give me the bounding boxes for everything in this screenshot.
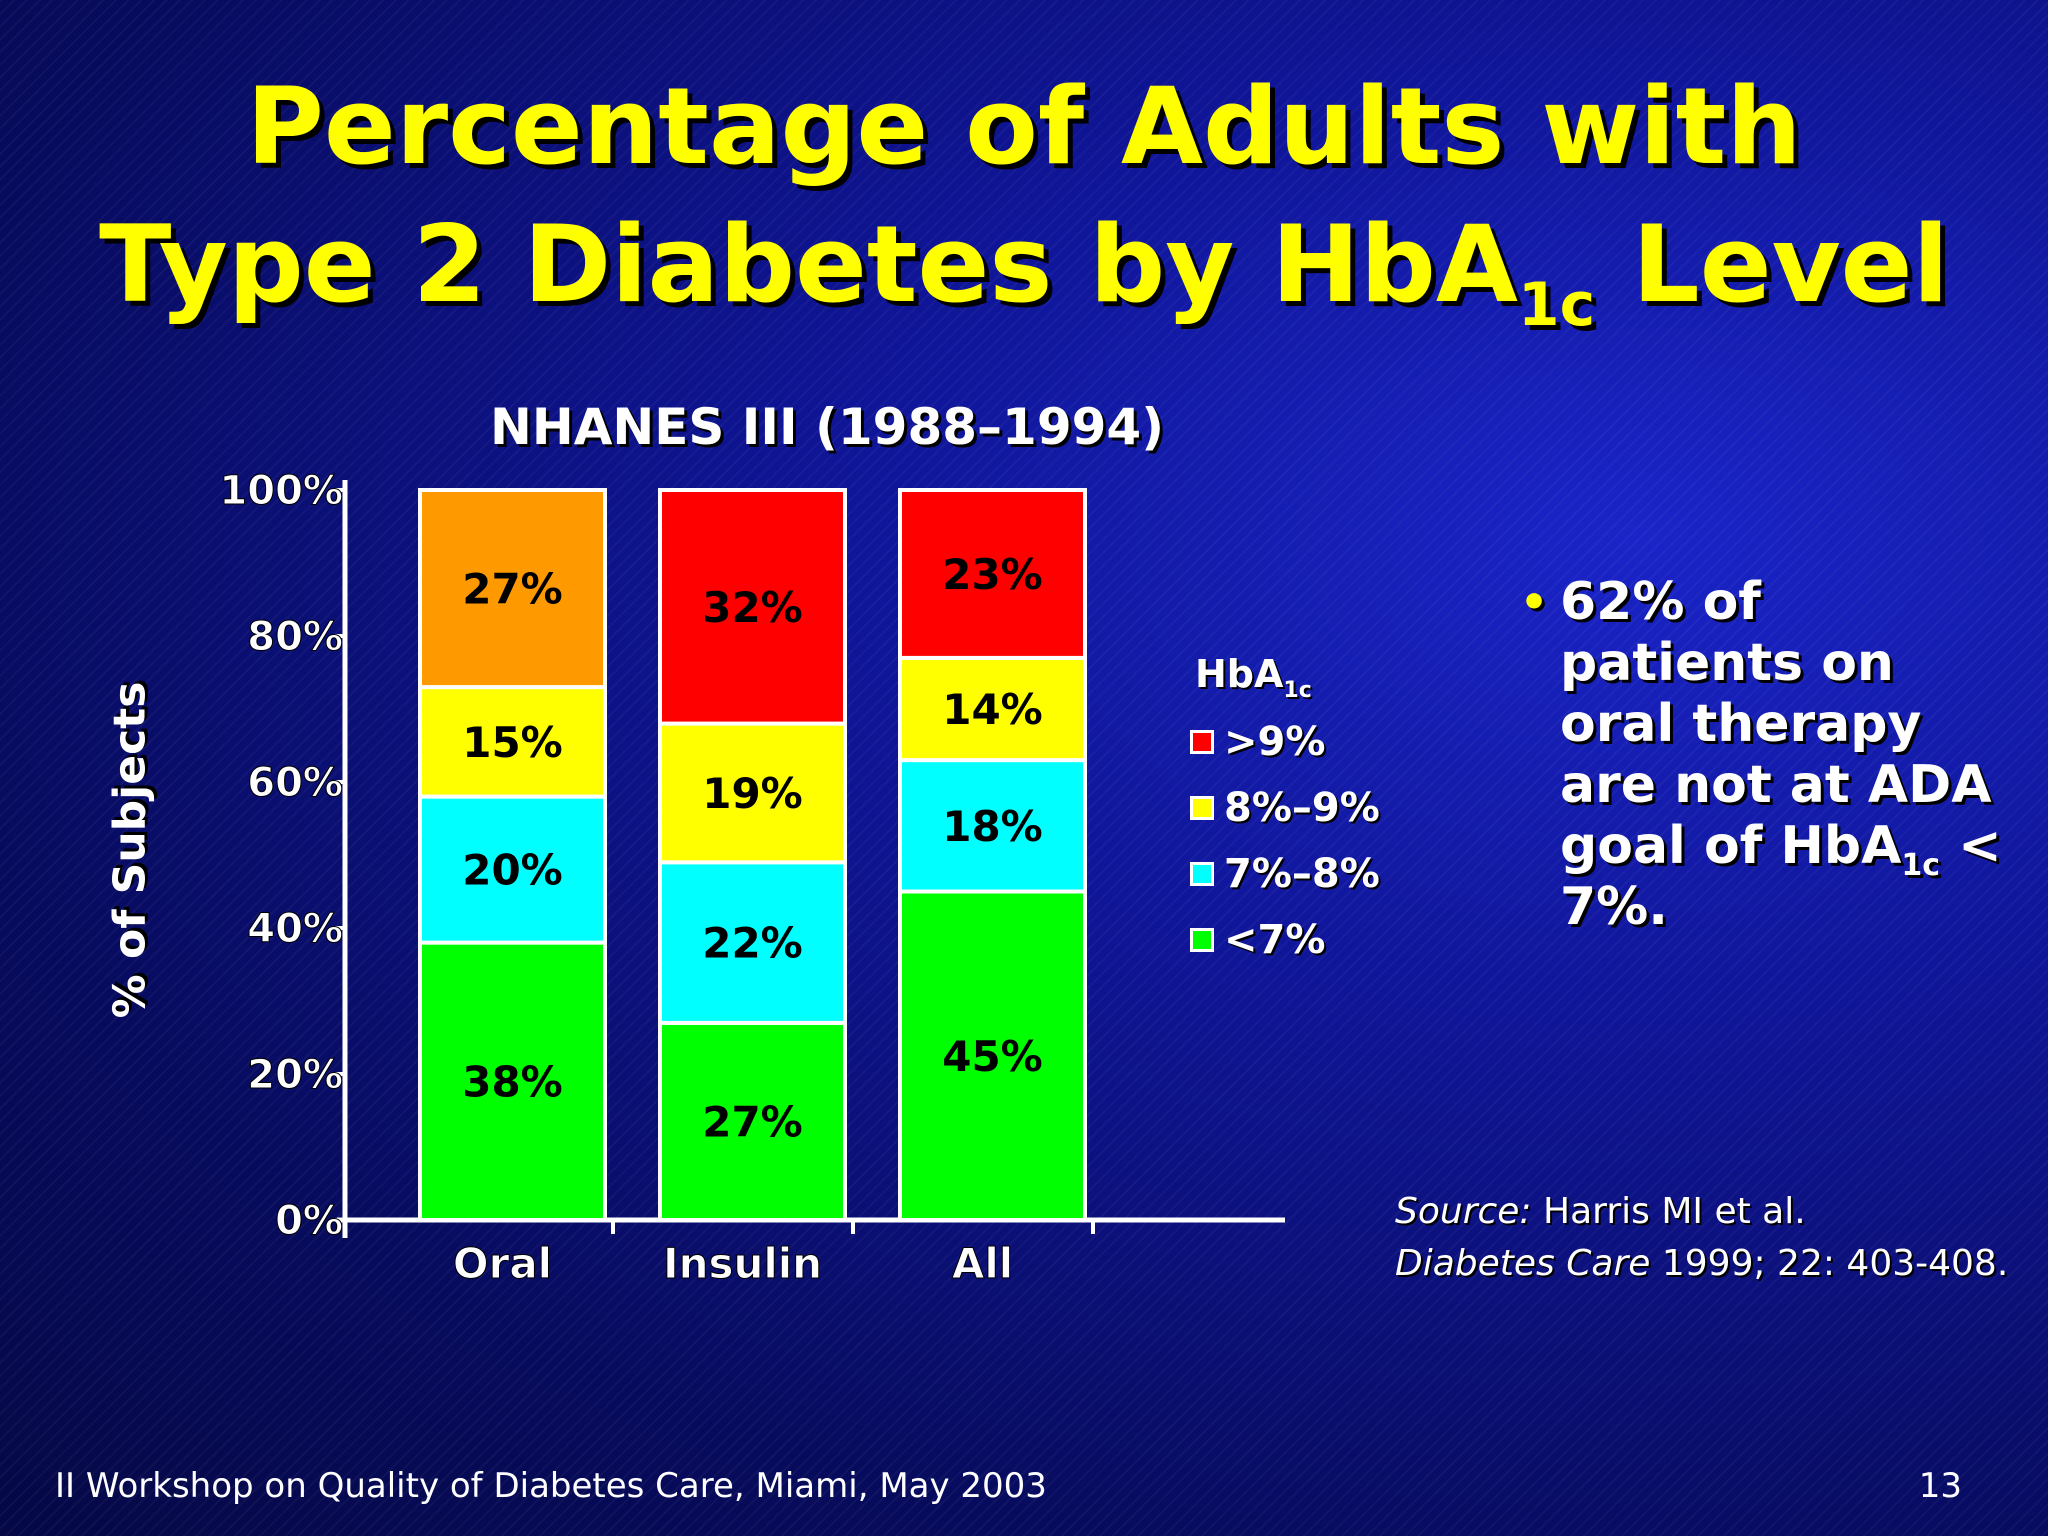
legend-label: 8%–9%: [1224, 785, 1380, 831]
legend-swatch: [1190, 862, 1214, 886]
legend-swatch: [1190, 928, 1214, 952]
bullet-dot-icon: •: [1520, 577, 1549, 628]
legend-swatch: [1190, 796, 1214, 820]
legend-item-lt7-: <7%: [1190, 915, 1325, 965]
bar-segment-insulin-lt7-: [658, 1020, 847, 1223]
legend-title-subscript: 1c: [1283, 678, 1312, 703]
y-tick-label: 40%: [247, 906, 343, 952]
source-authors: Harris MI et al.: [1531, 1191, 1806, 1232]
title-line-2-end: Level: [1595, 203, 1949, 326]
x-tick-label: Oral: [453, 1239, 552, 1288]
data-label: 15%: [462, 718, 563, 767]
data-label: 20%: [462, 846, 563, 895]
source-details: 1999; 22: 403-408.: [1650, 1243, 2009, 1284]
bar-segment-insulin-8-9-: [658, 721, 847, 865]
legend-label: <7%: [1224, 917, 1326, 963]
data-label: 22%: [702, 919, 803, 968]
legend-swatch: [1190, 730, 1214, 754]
title-line-2-main: Type 2 Diabetes by HbA: [99, 203, 1518, 326]
y-tick-label: 0%: [275, 1198, 343, 1244]
legend-title-main: HbA: [1195, 652, 1284, 696]
title-line-1: Percentage of Adults with: [246, 65, 1802, 188]
source-journal: Diabetes Care: [1395, 1243, 1651, 1284]
bar-segment-all-gt9-: [898, 488, 1087, 660]
title-subscript: 1c: [1517, 270, 1596, 340]
legend-title: HbA1c: [1195, 652, 1312, 702]
bar-segment-oral-gt9-: [418, 488, 607, 690]
title-line-2: Type 2 Diabetes by HbA1c Level: [0, 196, 2048, 335]
data-label: 19%: [702, 769, 803, 818]
bar-segment-oral-8-9-: [418, 685, 607, 799]
bullet-point: • 62% of patients on oral therapy are no…: [1520, 572, 2020, 938]
bar-segment-all-7-8-: [898, 758, 1087, 894]
data-label: 14%: [942, 685, 1043, 734]
source-citation: Source: Harris MI et al. Diabetes Care 1…: [1395, 1186, 2008, 1290]
x-tick-label: Insulin: [663, 1239, 822, 1288]
data-label: 45%: [942, 1032, 1043, 1081]
bar-segment-all-8-9-: [898, 655, 1087, 763]
x-tick-label: All: [952, 1239, 1013, 1288]
y-tick-label: 80%: [247, 614, 343, 660]
data-label: 18%: [942, 802, 1043, 851]
bullet-text: 62% of patients on oral therapy are not …: [1520, 572, 2020, 938]
y-tick-label: 20%: [247, 1052, 343, 1098]
bar-segment-all-lt7-: [898, 889, 1087, 1222]
bar-segment-oral-lt7-: [418, 940, 607, 1222]
legend-label: 7%–8%: [1224, 851, 1380, 897]
footer-text: II Workshop on Quality of Diabetes Care,…: [55, 1466, 1047, 1506]
bullet-subscript: 1c: [1901, 848, 1941, 883]
data-label: 27%: [462, 565, 563, 614]
slide-title: Percentage of Adults with Type 2 Diabete…: [0, 58, 2048, 335]
data-label: 32%: [702, 583, 803, 632]
legend-item-gt9-: >9%: [1190, 717, 1325, 767]
chart-title: NHANES III (1988–1994): [490, 398, 1165, 456]
legend-item-7-8-: 7%–8%: [1190, 849, 1380, 899]
bar-segment-oral-7-8-: [418, 794, 607, 945]
bullet-text-end: < 7%.: [1560, 816, 2002, 937]
legend-item-8-9-: 8%–9%: [1190, 783, 1380, 833]
y-tick-label: 100%: [219, 468, 343, 514]
bullet-text-main: 62% of patients on oral therapy are not …: [1560, 572, 1992, 876]
data-label: 38%: [462, 1057, 563, 1106]
source-line-2: Diabetes Care 1999; 22: 403-408.: [1395, 1238, 2008, 1290]
legend-label: >9%: [1224, 719, 1326, 765]
source-line-1: Source: Harris MI et al.: [1395, 1186, 2008, 1238]
y-tick-label: 60%: [247, 760, 343, 806]
bar-segment-insulin-gt9-: [658, 488, 847, 726]
data-label: 27%: [702, 1097, 803, 1146]
data-label: 23%: [942, 550, 1043, 599]
source-label: Source:: [1395, 1191, 1532, 1232]
page-number: 13: [1918, 1466, 1962, 1506]
